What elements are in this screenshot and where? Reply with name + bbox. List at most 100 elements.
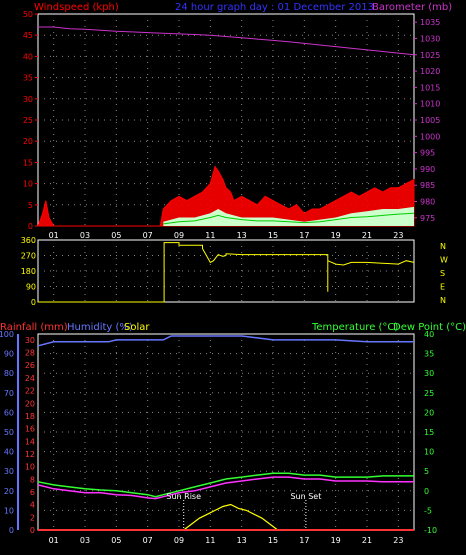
baro-y-tick: 1020: [420, 67, 440, 76]
wind-y-tick: 15: [23, 158, 33, 167]
temp-y-tick: 15: [424, 428, 434, 437]
wind-x-tick: 19: [331, 231, 341, 240]
wind-y-tick: 45: [23, 31, 33, 40]
dir-y-tick: 0: [31, 298, 36, 307]
baro-y-tick: 985: [420, 181, 435, 190]
dir-y-tick: 360: [21, 236, 36, 245]
rain-y-tick: 6: [30, 488, 35, 497]
wind-x-tick: 07: [143, 231, 153, 240]
wind-x-tick: 05: [111, 231, 121, 240]
compass-letter: N: [440, 296, 446, 305]
humidity-line: [37, 335, 414, 347]
wind-gust-area: [163, 206, 414, 226]
rain-y-tick: 2: [30, 513, 35, 522]
rain-y-tick: 22: [25, 387, 35, 396]
wind-y-tick: 35: [23, 74, 33, 83]
temperature-line: [37, 476, 414, 500]
temp-y-tick: -10: [424, 526, 437, 535]
rain-y-tick: 12: [25, 450, 35, 459]
wind-x-tick: 13: [237, 231, 247, 240]
baro-y-tick: 1005: [420, 116, 440, 125]
wind-y-tick: 25: [23, 116, 33, 125]
bot-x-tick: 17: [299, 536, 309, 545]
bot-x-tick: 13: [237, 536, 247, 545]
windspeed-title: Windspeed (kph): [34, 2, 119, 13]
wind-y-tick: 20: [23, 137, 33, 146]
dir-y-tick: 180: [21, 267, 36, 276]
temp-y-tick: 35: [424, 350, 434, 359]
rain-y-tick: 24: [25, 374, 35, 383]
wind-x-tick: 15: [268, 231, 278, 240]
temp-y-tick: 40: [424, 330, 434, 339]
barometer-title: Barometer (mb): [372, 2, 452, 13]
bot-x-tick: 07: [143, 536, 153, 545]
baro-y-tick: 995: [420, 149, 435, 158]
humidity-y-tick: 90: [4, 350, 14, 359]
baro-y-tick: 1010: [420, 100, 440, 109]
bot-x-tick: 01: [49, 536, 59, 545]
humidity-y-tick: 100: [0, 330, 14, 339]
wind-x-tick: 21: [362, 231, 372, 240]
humidity-title: Humidity (%): [67, 322, 133, 333]
sun-label: Sun Set: [290, 492, 321, 501]
temp-y-tick: 30: [424, 369, 434, 378]
dewpoint-line: [37, 472, 414, 498]
barometer-line: [38, 26, 415, 56]
baro-y-tick: 1000: [420, 132, 440, 141]
bot-x-tick: 15: [268, 536, 278, 545]
wind-baro-chart: 0510152025303540455097598098599099510001…: [23, 10, 441, 240]
baro-y-tick: 1030: [420, 34, 440, 43]
compass-letter: E: [440, 283, 445, 292]
humidity-y-tick: 10: [4, 506, 14, 515]
wind-x-tick: 23: [393, 231, 403, 240]
compass-letter: N: [440, 242, 446, 251]
wind-x-tick: 09: [174, 231, 184, 240]
rain-hum-temp-frame: [37, 333, 415, 531]
temp-y-tick: 20: [424, 408, 434, 417]
wind-y-tick: 0: [28, 222, 33, 231]
rain-y-tick: 26: [25, 361, 35, 370]
rain-y-tick: 20: [25, 399, 35, 408]
direction-frame: [37, 239, 415, 303]
temp-y-tick: 10: [424, 448, 434, 457]
bot-x-tick: 05: [111, 536, 121, 545]
wind-x-tick: 03: [80, 231, 90, 240]
rain-y-tick: 18: [25, 412, 35, 421]
baro-y-tick: 980: [420, 198, 435, 207]
baro-y-tick: 1025: [420, 51, 440, 60]
wind-y-tick: 10: [23, 180, 33, 189]
solar-title: Solar: [124, 322, 150, 333]
rain-y-tick: 0: [30, 526, 35, 535]
wind-y-tick: 40: [23, 52, 33, 61]
wind-y-tick: 30: [23, 95, 33, 104]
wind-speed-area: [37, 165, 415, 227]
sun-label: Sun Rise: [166, 492, 201, 501]
bot-x-tick: 19: [331, 536, 341, 545]
wind-x-tick: 01: [49, 231, 59, 240]
humidity-y-tick: 0: [9, 526, 14, 535]
bot-x-tick: 21: [362, 536, 372, 545]
bot-x-tick: 23: [393, 536, 403, 545]
dir-y-tick: 270: [21, 252, 36, 261]
dir-y-tick: 90: [26, 283, 36, 292]
rain-y-tick: 4: [30, 501, 35, 510]
wind-avg-line: [163, 212, 415, 225]
rain-y-tick: 16: [25, 425, 35, 434]
humidity-y-tick: 30: [4, 467, 14, 476]
rain-y-tick: 14: [25, 437, 35, 446]
solar-line: [38, 503, 414, 531]
humidity-y-tick: 20: [4, 487, 14, 496]
humidity-y-tick: 70: [4, 389, 14, 398]
baro-y-tick: 990: [420, 165, 435, 174]
rain-y-tick: 30: [25, 336, 35, 345]
rain-y-tick: 28: [25, 349, 35, 358]
bot-x-tick: 03: [80, 536, 90, 545]
direction-chart: 0 90 180 270 360: [21, 236, 415, 307]
humidity-y-tick: 50: [4, 428, 14, 437]
rainfall-title: Rainfall (mm): [0, 322, 68, 333]
temperature-title: Temperature (°C): [311, 322, 398, 333]
graph-date-title: 24 hour graph day : 01 December 2013: [175, 2, 374, 13]
